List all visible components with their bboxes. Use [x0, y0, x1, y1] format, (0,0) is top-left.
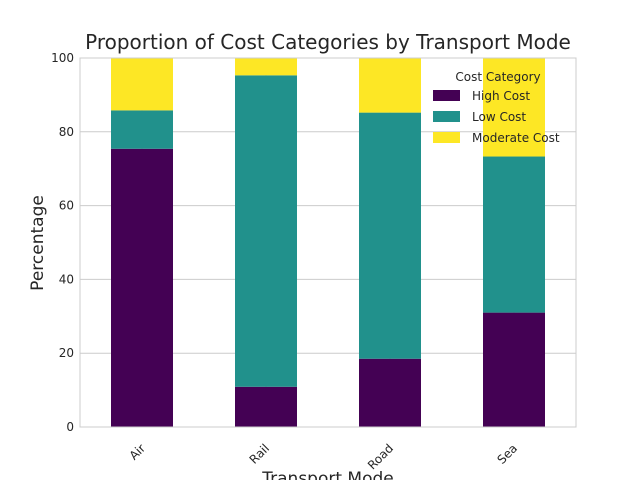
x-axis-label: Transport Mode: [261, 469, 394, 480]
bar-segment: [483, 312, 545, 427]
legend-swatch: [433, 111, 460, 122]
bar-segment: [235, 58, 297, 76]
bar-segment: [359, 112, 421, 359]
bar-segment: [235, 75, 297, 387]
y-tick-label: 40: [59, 272, 74, 286]
legend-items: High Cost Low Cost Moderate Cost: [433, 89, 560, 145]
y-axis-label: Percentage: [28, 195, 48, 291]
legend-swatch: [433, 132, 460, 143]
bar-segment: [359, 58, 421, 113]
y-axis-ticks: 0 20 40 60 80 100: [51, 51, 74, 434]
chart-title: Proportion of Cost Categories by Transpo…: [85, 30, 571, 54]
bar-segment: [235, 386, 297, 427]
plot-frame: [79, 57, 577, 428]
bar-segment: [111, 148, 173, 428]
y-tick-label: 80: [59, 125, 74, 139]
legend: Cost Category High Cost Low Cost Moderate …: [433, 70, 560, 145]
bar-segment: [483, 156, 545, 313]
bar-group: [111, 58, 545, 428]
legend-label: Moderate Cost: [472, 131, 560, 145]
y-tick-label: 100: [51, 51, 74, 65]
bar-segment: [483, 58, 545, 157]
bar-segment: [359, 358, 421, 427]
legend-label: Low Cost: [472, 110, 526, 124]
y-tick-label: 0: [66, 420, 74, 434]
legend-title: Cost Category: [455, 70, 540, 84]
bar-segment: [111, 110, 173, 149]
bar-segment: [111, 58, 173, 111]
y-tick-label: 20: [59, 346, 74, 360]
y-tick-label: 60: [59, 199, 74, 213]
legend-swatch: [433, 90, 460, 101]
legend-label: High Cost: [472, 89, 530, 103]
